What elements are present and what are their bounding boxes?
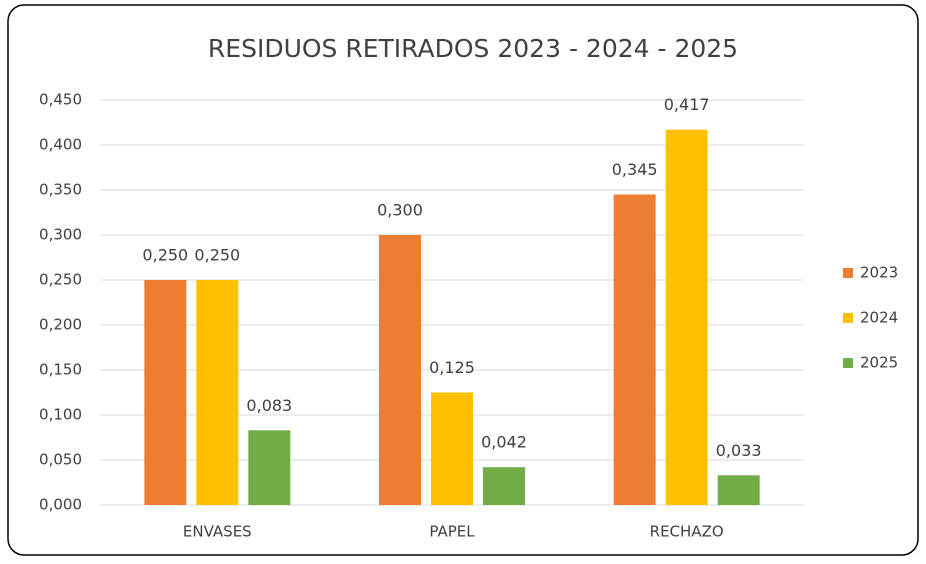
legend-swatch [843,358,853,368]
data-label: 0,345 [612,160,658,179]
data-label: 0,417 [664,95,710,114]
bar [248,430,291,505]
y-tick-label: 0,150 [39,361,82,379]
bar [613,194,656,505]
bar [196,280,239,505]
y-tick-label: 0,200 [39,316,82,334]
x-tick-label: RECHAZO [650,523,724,541]
y-tick-label: 0,100 [39,406,82,424]
x-tick-label: PAPEL [429,523,475,541]
y-tick-label: 0,050 [39,451,82,469]
y-tick-label: 0,250 [39,271,82,289]
data-label: 0,250 [194,246,240,265]
data-label: 0,033 [716,441,762,460]
bar [483,467,525,505]
data-label: 0,083 [246,396,292,415]
chart-title: RESIDUOS RETIRADOS 2023 - 2024 - 2025 [208,34,738,63]
bar [144,280,187,505]
legend-swatch [843,313,853,323]
bar [431,392,473,505]
legend-label: 2024 [860,309,898,327]
y-tick-label: 0,400 [39,136,82,154]
y-tick-label: 0,300 [39,226,82,244]
y-tick-label: 0,000 [39,496,82,514]
legend-label: 2025 [860,354,898,372]
y-tick-label: 0,450 [39,91,82,109]
data-label: 0,042 [481,433,527,452]
x-tick-label: ENVASES [183,523,252,541]
data-label: 0,300 [377,201,423,220]
bar [665,129,708,505]
data-label: 0,125 [429,358,475,377]
bar [379,235,421,505]
y-tick-label: 0,350 [39,181,82,199]
legend-label: 2023 [860,264,898,282]
legend-swatch [843,268,853,278]
bar [717,475,760,505]
data-label: 0,250 [142,246,188,265]
